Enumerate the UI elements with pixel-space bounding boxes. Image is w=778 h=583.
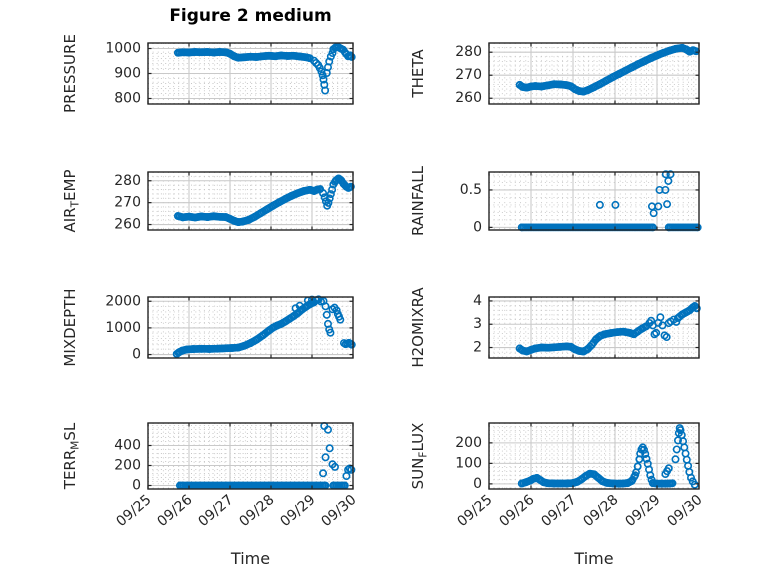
y-axis-label-sun_flux: SUNFLUX bbox=[409, 423, 430, 490]
data-markers bbox=[517, 170, 702, 232]
x-tick-label: 09/25 bbox=[113, 492, 154, 530]
tick-marks bbox=[488, 297, 700, 358]
y-tick-label: 800 bbox=[114, 91, 141, 107]
y-tick-labels: 00.5 bbox=[460, 182, 482, 235]
minor-grid bbox=[489, 172, 699, 230]
y-tick-label: 0 bbox=[473, 476, 482, 492]
minor-grid bbox=[489, 297, 699, 358]
y-axis-label-mixdepth: MIXDEPTH bbox=[61, 288, 79, 366]
data-markers bbox=[176, 421, 356, 490]
y-tick-label: 280 bbox=[455, 44, 482, 60]
y-tick-label: 2 bbox=[473, 340, 482, 356]
y-tick-label: 4 bbox=[473, 293, 482, 309]
axes-box bbox=[488, 42, 700, 105]
axes-box bbox=[488, 171, 700, 231]
tick-marks bbox=[488, 43, 700, 104]
data-markers bbox=[174, 174, 355, 227]
y-tick-label: 0 bbox=[473, 219, 482, 235]
y-tick-labels: 0 1000 2000 bbox=[105, 293, 141, 362]
y-tick-label: 1000 bbox=[105, 320, 141, 336]
y-tick-label: 2000 bbox=[105, 293, 141, 309]
y-tick-label: 280 bbox=[114, 173, 141, 189]
x-tick-label: 09/26 bbox=[154, 492, 195, 530]
y-tick-labels: 2 3 4 bbox=[473, 293, 482, 356]
subplot-air_temp: 260 270 280 AIRTEMP bbox=[61, 170, 355, 233]
y-axis-label-h2omixra: H2OMIXRA bbox=[409, 287, 427, 368]
axes-box bbox=[488, 422, 700, 490]
subplot-mixdepth: 0 1000 2000 MIXDEPTH bbox=[61, 288, 356, 367]
x-axis-label-left: Time bbox=[230, 549, 271, 568]
x-tick-label: 09/28 bbox=[580, 492, 621, 530]
y-tick-labels: 260 270 280 bbox=[455, 44, 482, 106]
figure-title: Figure 2 medium bbox=[169, 6, 332, 26]
y-tick-label: 270 bbox=[114, 195, 141, 211]
y-tick-label: 260 bbox=[114, 217, 141, 233]
y-axis-label-air_temp: AIRTEMP bbox=[61, 170, 82, 233]
data-markers bbox=[517, 424, 699, 489]
x-tick-label: 09/30 bbox=[664, 492, 705, 530]
major-grid bbox=[489, 43, 699, 104]
x-tick-label: 09/28 bbox=[236, 492, 277, 530]
axes-box bbox=[147, 171, 354, 231]
y-tick-label: 270 bbox=[455, 67, 482, 83]
x-tick-label: 09/27 bbox=[195, 492, 236, 530]
data-markers bbox=[172, 295, 356, 358]
data-markers bbox=[174, 43, 356, 95]
subplot-h2omixra: 2 3 4 H2OMIXRA bbox=[409, 287, 701, 368]
y-tick-label: 1000 bbox=[105, 41, 141, 57]
y-tick-label: 0 bbox=[132, 347, 141, 363]
axes-box bbox=[488, 296, 700, 359]
y-axis-label-rainfall: RAINFALL bbox=[409, 165, 427, 236]
axes-box bbox=[147, 422, 354, 490]
x-tick-label: 09/26 bbox=[496, 492, 537, 530]
y-tick-label: 200 bbox=[455, 435, 482, 451]
y-tick-label: 260 bbox=[455, 90, 482, 106]
x-tick-label: 09/30 bbox=[318, 492, 359, 530]
data-markers bbox=[515, 302, 701, 356]
y-axis-label-pressure: PRESSURE bbox=[61, 34, 79, 113]
subplot-pressure: 800 900 1000 PRESSURE bbox=[61, 34, 356, 113]
x-tick-label: 09/27 bbox=[538, 492, 579, 530]
tick-marks bbox=[147, 423, 354, 489]
y-tick-label: 400 bbox=[114, 438, 141, 454]
x-tick-labels: 09/25 09/26 09/27 09/28 09/29 09/30 bbox=[454, 492, 705, 530]
x-tick-label: 09/29 bbox=[277, 492, 318, 530]
y-tick-label: 3 bbox=[473, 316, 482, 332]
tick-marks bbox=[488, 423, 700, 489]
y-tick-label: 900 bbox=[114, 66, 141, 82]
y-tick-label: 100 bbox=[455, 455, 482, 471]
y-tick-labels: 260 270 280 bbox=[114, 173, 141, 233]
y-tick-label: 0.5 bbox=[460, 182, 482, 198]
tick-marks bbox=[147, 43, 354, 104]
x-tick-labels: 09/25 09/26 09/27 09/28 09/29 09/30 bbox=[113, 492, 359, 530]
y-tick-labels: 800 900 1000 bbox=[105, 41, 141, 107]
tick-marks bbox=[147, 297, 354, 358]
y-tick-labels: 0 100 200 bbox=[455, 435, 482, 492]
tick-marks bbox=[488, 172, 700, 230]
x-tick-label: 09/29 bbox=[622, 492, 663, 530]
y-tick-label: 200 bbox=[114, 458, 141, 474]
subplot-theta: 260 270 280 THETA bbox=[409, 42, 700, 106]
major-grid bbox=[148, 172, 353, 230]
y-tick-labels: 0 200 400 bbox=[114, 438, 141, 494]
x-tick-label: 09/25 bbox=[454, 492, 495, 530]
y-axis-label-theta: THETA bbox=[409, 49, 427, 99]
y-tick-label: 0 bbox=[132, 478, 141, 494]
tick-marks bbox=[147, 172, 354, 230]
data-markers bbox=[515, 43, 700, 96]
y-axis-label-terr_msl: TERRMSL bbox=[61, 422, 82, 490]
x-axis-label-right: Time bbox=[574, 549, 614, 568]
